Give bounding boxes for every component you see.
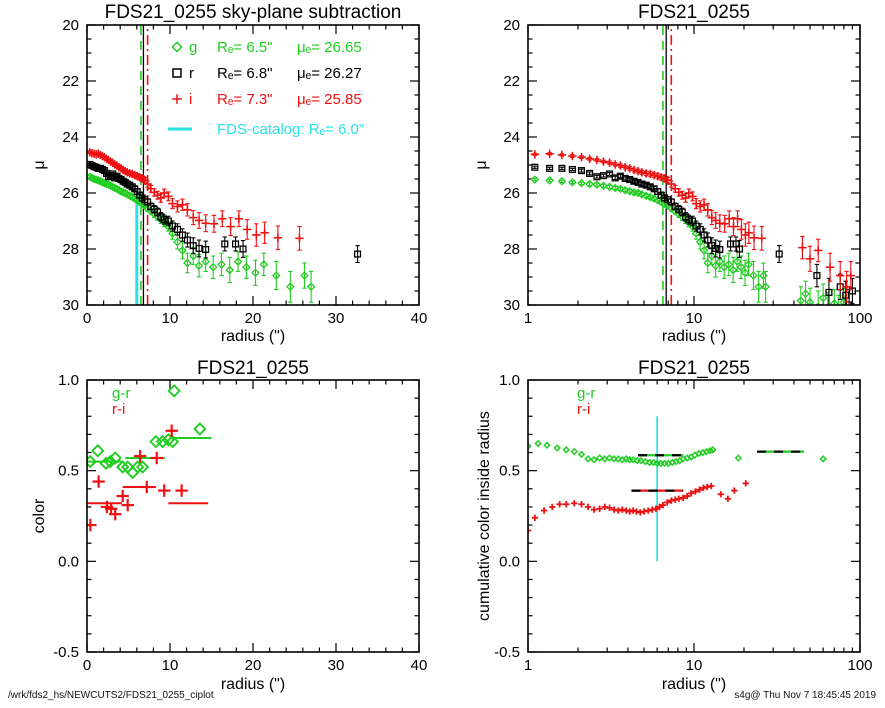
y-tick-label: 1.0 (58, 372, 79, 389)
x-tick-label: 10 (162, 657, 179, 674)
axis-ticks (527, 379, 861, 653)
y-tick-label: 28 (503, 241, 520, 258)
x-axis-label: radius (") (662, 328, 726, 345)
y-tick-label: 22 (503, 73, 520, 90)
y-tick-label: 22 (62, 73, 79, 90)
y-axis-label: cumulative color inside radius (476, 411, 493, 621)
y-axis-label: μ (473, 160, 490, 169)
y-tick-label: 0.0 (58, 553, 79, 570)
x-tick-label: 30 (328, 657, 345, 674)
legend-mue-value: μₑ= 25.85 (297, 91, 362, 108)
series-r (531, 163, 856, 305)
plot-box (86, 379, 420, 653)
x-axis-label: radius (") (221, 328, 285, 345)
axis-ticks (86, 379, 420, 653)
series-i (530, 149, 855, 303)
legend-re-value: Rₑ= 7.3" (217, 91, 273, 108)
y-tick-label: 1.0 (499, 372, 520, 389)
legend-band-label: i (189, 91, 192, 108)
x-tick-label: 40 (411, 310, 428, 327)
y-tick-label: 24 (62, 129, 79, 146)
legend-mue-value: μₑ= 26.27 (297, 65, 362, 82)
plot-box (527, 24, 861, 306)
diamond-marker-icon (171, 41, 183, 53)
legend-row-g: g Rₑ= 6.5" μₑ= 26.65 (171, 39, 362, 56)
x-tick-label: 100 (847, 657, 872, 674)
plot-box (527, 379, 861, 653)
y-tick-label: 24 (503, 129, 520, 146)
legend-band-label: g (189, 39, 197, 56)
y-tick-label: 26 (62, 185, 79, 202)
footer-timestamp: s4g@ Thu Nov 7 18:45:45 2019 (734, 690, 876, 701)
square-marker-icon (172, 68, 182, 78)
chart-title: FDS21_0255 (638, 358, 750, 379)
y-axis-label: color (31, 498, 48, 533)
legend-item-g-r: g-r (112, 385, 130, 402)
legend-re-value: Rₑ= 6.8" (217, 65, 273, 82)
chart-mu-linear: 0 10 20 30 40 20 22 24 26 28 30 FDS21_0255 sky-plan… (31, 2, 427, 345)
legend-row-catalog: FDS-catalog: Rₑ= 6.0" (168, 121, 364, 138)
x-axis-label: radius (") (662, 676, 726, 693)
chart-title: FDS21_0255 (197, 358, 309, 379)
series-r-i (87, 424, 188, 532)
y-tick-label: 30 (503, 297, 520, 314)
plot-area (87, 384, 212, 532)
x-tick-label: 100 (847, 310, 872, 327)
x-axis-label: radius (") (221, 676, 285, 693)
legend-re-value: Rₑ= 6.5" (217, 39, 273, 56)
x-tick-label: 0 (83, 310, 91, 327)
legend-item-r-i: r-i (577, 401, 590, 418)
x-tick-label: 0 (83, 657, 91, 674)
footer-path: /wrk/fds2_hs/NEWCUTS2/FDS21_0255_ciplot (8, 690, 214, 701)
legend-row-i: i Rₑ= 7.3" μₑ= 25.85 (172, 91, 362, 108)
legend-catalog-label: FDS-catalog: Rₑ= 6.0" (217, 121, 364, 138)
x-tick-label: 30 (328, 310, 345, 327)
series-r-i-cumulative (528, 480, 749, 534)
plot-area (87, 25, 362, 305)
legend-row-r: r Rₑ= 6.8" μₑ= 26.27 (172, 65, 362, 82)
series-g (530, 175, 849, 305)
y-tick-label: 20 (62, 17, 79, 34)
y-axis-label: μ (31, 160, 48, 169)
plot-area (530, 25, 856, 305)
y-tick-label: 26 (503, 185, 520, 202)
x-tick-label: 10 (162, 310, 179, 327)
series-i (87, 148, 304, 251)
series-g-r (87, 384, 207, 480)
y-tick-label: 0.5 (58, 463, 79, 480)
x-tick-label: 1 (524, 310, 532, 327)
y-tick-label: 0.0 (499, 553, 520, 570)
y-tick-label: -0.5 (53, 644, 79, 661)
legend-mue-value: μₑ= 26.65 (297, 39, 362, 56)
chart-title: FDS21_0255 sky-plane subtraction (105, 2, 402, 23)
series-g-r-cumulative (528, 439, 827, 468)
x-tick-label: 10 (686, 657, 703, 674)
legend-item-r-i: r-i (112, 401, 125, 418)
series-g (87, 172, 316, 303)
chart-title: FDS21_0255 (638, 2, 750, 23)
series-r (87, 160, 362, 263)
x-tick-label: 40 (411, 657, 428, 674)
plus-marker-icon (172, 94, 182, 104)
x-tick-label: 20 (245, 310, 262, 327)
y-tick-label: 30 (62, 297, 79, 314)
y-tick-label: 0.5 (499, 463, 520, 480)
x-tick-label: 10 (686, 310, 703, 327)
x-tick-label: 20 (245, 657, 262, 674)
legend-band-label: r (189, 65, 194, 82)
y-tick-label: 20 (503, 17, 520, 34)
plot-area (528, 416, 827, 562)
x-tick-label: 1 (524, 657, 532, 674)
y-tick-label: 28 (62, 241, 79, 258)
y-tick-label: -0.5 (494, 644, 520, 661)
plot-box (86, 24, 420, 306)
legend-item-g-r: g-r (577, 385, 595, 402)
